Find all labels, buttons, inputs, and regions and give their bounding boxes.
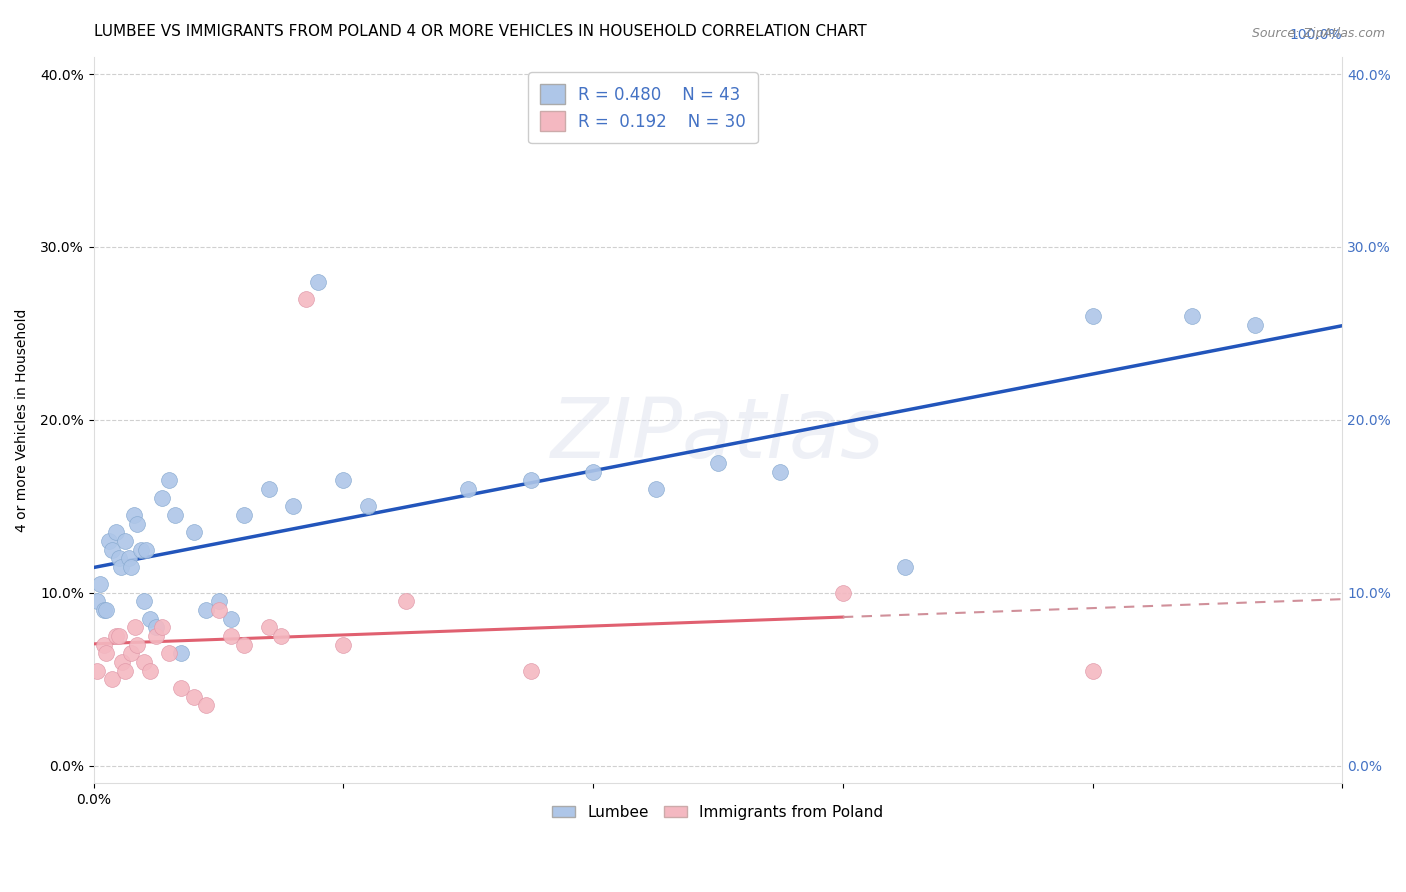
Legend: Lumbee, Immigrants from Poland: Lumbee, Immigrants from Poland [547,799,890,826]
Point [111,655,134,669]
Point [183,690,205,704]
Text: ZIPatlas: ZIPatlas [551,394,884,475]
Point [96,646,118,660]
Point [257,482,280,496]
Point [89,577,111,591]
Point [519,474,541,488]
Point [105,525,128,540]
Point [120,646,142,660]
Point [707,456,730,470]
Point [157,646,180,660]
Point [644,482,666,496]
Point [96,603,118,617]
Y-axis label: 4 or more Vehicles in Household: 4 or more Vehicles in Household [15,309,30,532]
Point [332,474,354,488]
Point [894,560,917,574]
Point [307,275,329,289]
Point [127,638,149,652]
Point [270,629,292,643]
Point [127,516,149,531]
Text: LUMBEE VS IMMIGRANTS FROM POLAND 4 OR MORE VEHICLES IN HOUSEHOLD CORRELATION CHA: LUMBEE VS IMMIGRANTS FROM POLAND 4 OR MO… [94,24,866,39]
Point [97,533,120,548]
Point [357,500,380,514]
Point [163,508,186,522]
Point [86,594,108,608]
Point [1081,664,1104,678]
Point [170,681,193,695]
Point [124,620,146,634]
Text: Source: ZipAtlas.com: Source: ZipAtlas.com [1251,27,1385,40]
Point [93,603,115,617]
Point [457,482,479,496]
Point [195,603,218,617]
Point [1081,309,1104,323]
Point [395,594,418,608]
Point [232,638,254,652]
Text: 100.0%: 100.0% [1289,29,1343,42]
Point [157,474,180,488]
Point [145,620,167,634]
Point [129,542,152,557]
Point [519,664,541,678]
Point [332,638,354,652]
Point [139,664,162,678]
Point [1244,318,1267,332]
Point [150,491,173,505]
Point [207,594,229,608]
Point [135,542,157,557]
Point [132,594,155,608]
Point [101,542,124,557]
Point [107,629,129,643]
Point [283,500,305,514]
Point [86,664,108,678]
Point [195,698,218,713]
Point [105,629,128,643]
Point [295,292,318,306]
Point [114,664,136,678]
Point [110,560,132,574]
Point [170,646,193,660]
Point [107,551,129,566]
Point [139,612,162,626]
Point [582,465,605,479]
Point [257,620,280,634]
Point [101,673,124,687]
Point [769,465,792,479]
Point [183,525,205,540]
Point [1181,309,1204,323]
Point [207,603,229,617]
Point [114,533,136,548]
Point [122,508,145,522]
Point [93,638,115,652]
Point [118,551,141,566]
Point [145,629,167,643]
Point [831,586,853,600]
Point [219,629,242,643]
Point [232,508,254,522]
Point [219,612,242,626]
Point [120,560,142,574]
Point [132,655,155,669]
Point [150,620,173,634]
